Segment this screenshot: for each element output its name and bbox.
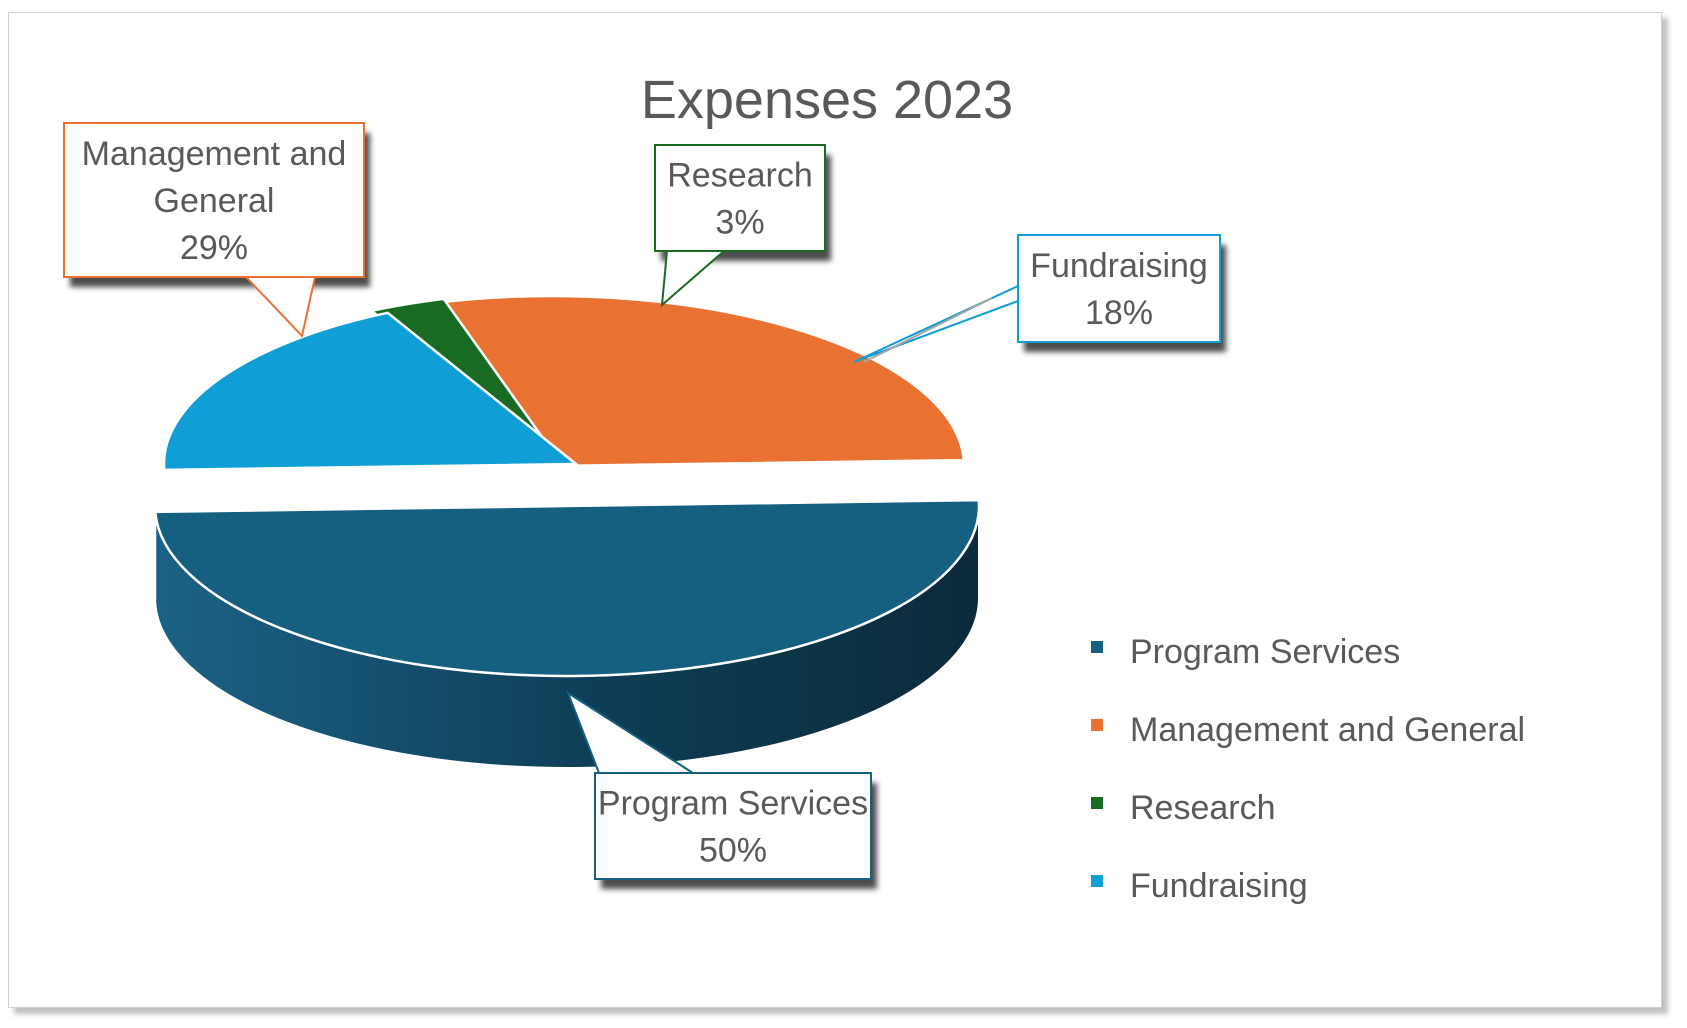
chart-card: Expenses 2023 Program Services 50% Managem… [8,12,1662,1008]
pie-slices [155,296,979,676]
legend-swatch [1091,875,1103,887]
callout-research: Research 3% [655,145,825,305]
callout-fundraising: Fundraising 18% [854,235,1220,362]
callout-label: Management and [82,135,347,173]
callout-value: 3% [715,204,764,242]
legend: Program Services Management and General Re… [1091,633,1525,905]
legend-swatch [1091,641,1103,653]
chart-title: Expenses 2023 [641,70,1013,130]
legend-label: Program Services [1130,633,1400,671]
legend-item-program-services: Program Services [1091,633,1400,671]
callout-value: 18% [1085,294,1153,332]
callout-label: Program Services [598,785,868,823]
callout-label: General [154,182,275,220]
legend-label: Fundraising [1130,867,1308,905]
legend-item-fundraising: Fundraising [1091,867,1308,905]
callout-management-and-general: Management and General 29% [64,123,364,336]
legend-label: Research [1130,789,1276,827]
pie-chart: Expenses 2023 Program Services 50% Managem… [9,13,1661,1007]
callout-value: 50% [699,832,767,870]
legend-label: Management and General [1130,711,1525,749]
legend-item-management-and-general: Management and General [1091,711,1525,749]
data-label-callouts: Program Services 50% Management and General… [64,123,1220,879]
legend-swatch [1091,797,1103,809]
callout-label: Research [667,157,813,195]
callout-value: 29% [180,229,248,267]
legend-swatch [1091,719,1103,731]
callout-label: Fundraising [1030,247,1208,285]
legend-item-research: Research [1091,789,1276,827]
